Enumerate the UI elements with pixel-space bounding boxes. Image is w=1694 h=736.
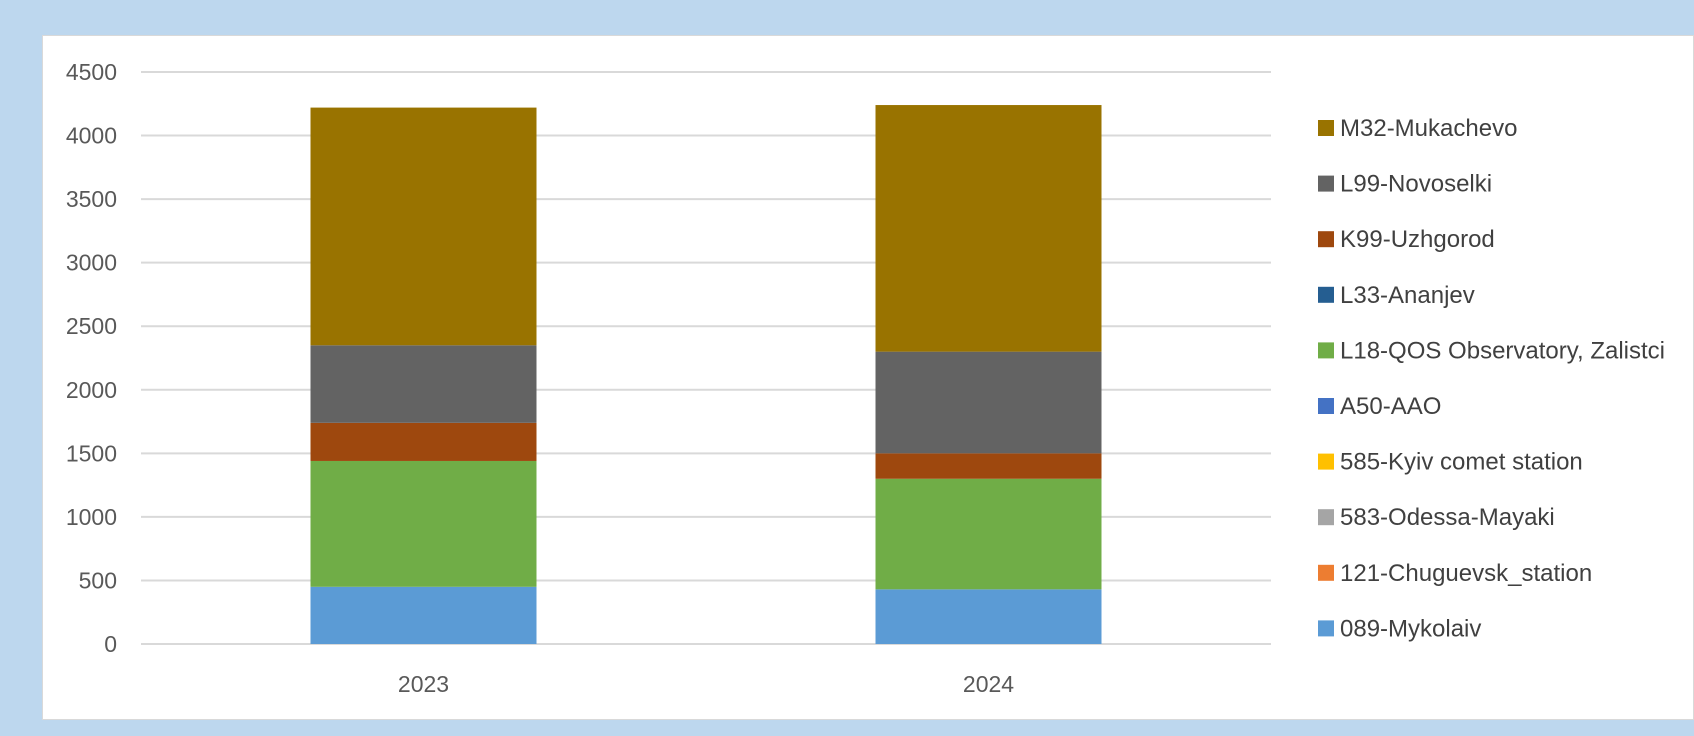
- x-tick-label: 2024: [963, 671, 1014, 697]
- y-axis-ticks: 0 500 1000 1500 2000 2500 3000 3500 4000 4500: [66, 59, 117, 657]
- legend-label: 089-Mykolaiv: [1340, 615, 1481, 642]
- chart-area: 0 500 1000 1500 2000 2500 3000 3500 4000 4500 202…: [42, 35, 1694, 720]
- legend-label: 583-Odessa-Mayaki: [1340, 504, 1555, 531]
- bar-segment: [875, 453, 1102, 479]
- bar-segment: [875, 351, 1102, 454]
- legend: M32-Mukachevo L99-Novoselki K99-Uzhgorod L3…: [1318, 115, 1665, 642]
- stacked-bar-chart: 0 500 1000 1500 2000 2500 3000 3500 4000 4500 202…: [66, 59, 1665, 697]
- legend-swatch: [1318, 120, 1334, 136]
- legend-label: L99-Novoselki: [1340, 171, 1492, 198]
- bar-segment: [875, 478, 1102, 590]
- bars: [310, 105, 1102, 644]
- y-tick-label: 3000: [66, 250, 117, 276]
- y-tick-label: 500: [79, 567, 117, 593]
- bar-segment: [310, 107, 537, 346]
- y-tick-label: 3500: [66, 186, 117, 212]
- legend-label: 121-Chuguevsk_station: [1340, 560, 1592, 587]
- bar-segment: [310, 422, 537, 461]
- legend-swatch: [1318, 564, 1334, 581]
- legend-label: L18-QOS Observatory, Zalistci: [1340, 337, 1665, 364]
- bar-segment: [875, 589, 1102, 644]
- y-tick-label: 0: [104, 631, 117, 657]
- bar-segment: [875, 105, 1102, 352]
- legend-label: 585-Kyiv comet station: [1340, 449, 1583, 476]
- legend-label: K99-Uzhgorod: [1340, 226, 1495, 253]
- legend-label: L33-Ananjev: [1340, 282, 1475, 309]
- bar-segment: [310, 586, 537, 644]
- legend-label: A50-AAO: [1340, 393, 1441, 420]
- y-tick-label: 1000: [66, 504, 117, 530]
- y-tick-label: 2500: [66, 313, 117, 339]
- y-tick-label: 4000: [66, 123, 117, 149]
- legend-swatch: [1318, 175, 1334, 192]
- legend-swatch: [1318, 398, 1334, 414]
- y-tick-label: 1500: [66, 440, 117, 466]
- legend-swatch: [1318, 286, 1334, 303]
- bar-segment: [310, 460, 537, 587]
- x-axis-ticks: 2023 2024: [398, 671, 1014, 697]
- y-tick-label: 2000: [66, 377, 117, 403]
- legend-swatch: [1318, 453, 1334, 470]
- y-tick-label: 4500: [66, 59, 117, 85]
- legend-swatch: [1318, 231, 1334, 248]
- bar-segment: [310, 345, 537, 423]
- legend-label: M32-Mukachevo: [1340, 115, 1517, 142]
- x-tick-label: 2023: [398, 671, 449, 697]
- legend-swatch: [1318, 342, 1334, 359]
- legend-swatch: [1318, 620, 1334, 637]
- legend-swatch: [1318, 509, 1334, 526]
